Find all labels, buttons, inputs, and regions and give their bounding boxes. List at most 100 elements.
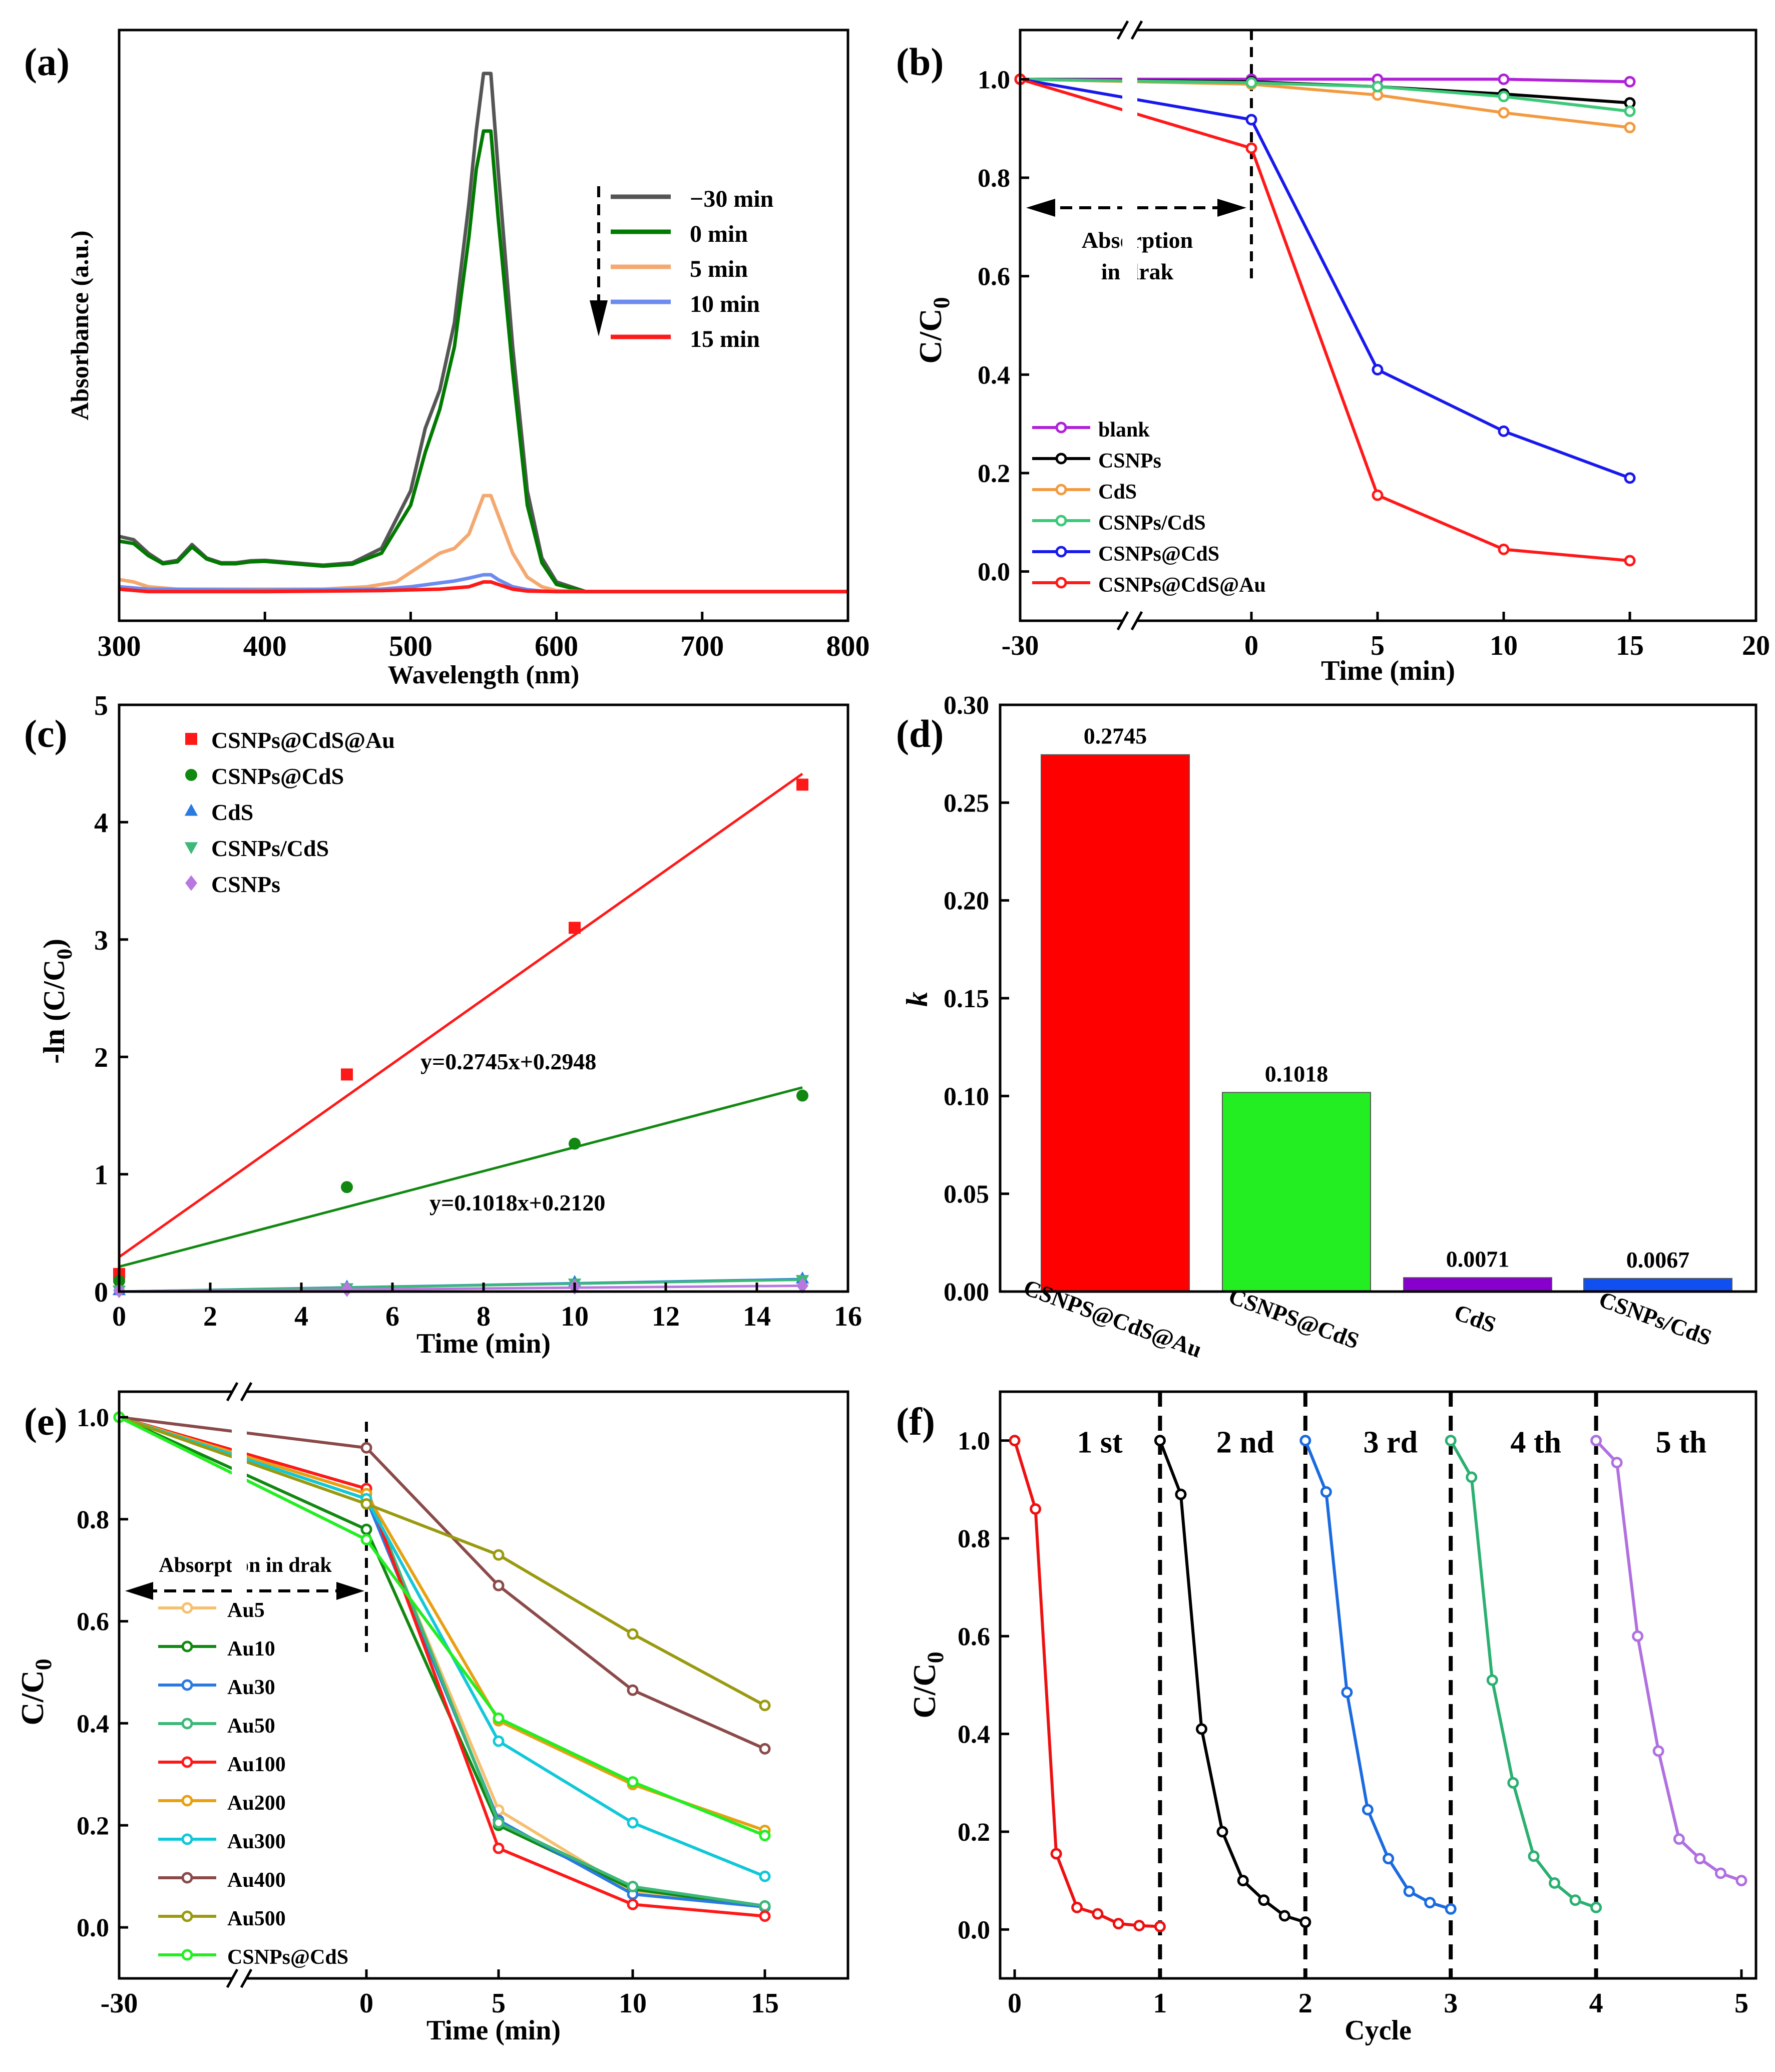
x-tick-label: 8 [477,1301,491,1332]
data-point [796,1278,808,1294]
data-point [1403,1885,1415,1897]
data-point [341,1281,353,1297]
legend-label: Au400 [227,1869,286,1892]
data-point [627,1881,639,1893]
series-line [1158,1440,1306,1924]
x-tick-label: 10 [619,1988,647,2019]
legend-marker [181,1795,193,1807]
panel-label: (e) [24,1400,68,1443]
legend-label: CSNPs@CdS [1098,543,1219,566]
data-point [1445,1435,1457,1447]
data-point [1445,1903,1457,1915]
data-point [1278,1910,1290,1922]
data-point [1154,1920,1166,1932]
x-tick-label: 1 [1153,1988,1167,2019]
y-tick-label: 0.20 [944,887,989,916]
data-point [1154,1435,1166,1447]
x-tick-label: 10 [561,1301,589,1332]
legend-marker [181,1910,193,1922]
legend-label: 10 min [690,291,760,317]
data-point [1245,114,1257,126]
axis-break-gap [1122,26,1137,625]
plot-frame [118,1390,849,1980]
bar [1583,1278,1732,1293]
data-point [1372,489,1384,501]
legend-label: CSNPs@CdS [227,1946,348,1969]
bar [1222,1092,1371,1292]
data-point [1299,1916,1311,1928]
data-point [493,1817,505,1829]
data-point [1498,543,1510,555]
legend-label: Au200 [227,1792,286,1815]
data-point [1624,472,1636,484]
y-tick-label: 0.10 [944,1082,989,1111]
data-point [569,1137,581,1150]
y-tick-label: 0.4 [978,361,1010,389]
panel-label: (d) [896,712,944,755]
data-point [1735,1875,1747,1887]
x-tick-label: 20 [1742,630,1770,661]
legend-label: blank [1098,419,1150,442]
data-point [493,1842,505,1854]
axis-break-gap [1122,618,1137,625]
fit-line [119,1086,803,1268]
x-tick-label: 14 [743,1301,771,1332]
bar [1041,754,1190,1292]
data-point [1498,425,1510,437]
data-point [1362,1804,1374,1816]
data-point [1071,1901,1083,1913]
data-point [341,1068,353,1081]
y-tick-label: 1.0 [958,1427,990,1456]
x-tick-label: 600 [535,630,578,662]
x-tick-label: 0 [1244,630,1258,661]
x-tick-label: -30 [1002,630,1039,661]
legend-label: CdS [211,799,253,825]
y-tick-label: 0.8 [77,1506,109,1534]
data-point [493,1735,505,1747]
legend-label: Au500 [227,1907,286,1930]
plot-frame [1019,29,1757,622]
x-tick-label: 700 [680,630,724,662]
data-point [627,1898,639,1910]
y-tick-label: 0.2 [958,1818,990,1847]
series-line [1449,1440,1597,1909]
y-tick-label: 0.2 [77,1812,109,1840]
y-tick-label: 0.25 [944,789,989,817]
data-point [1050,1848,1062,1860]
data-point [1341,1687,1353,1699]
data-point [1590,1901,1602,1913]
legend-label: Au50 [227,1715,275,1738]
data-point [1258,1894,1270,1906]
legend-marker [181,1833,193,1845]
legend-marker [1055,453,1067,465]
x-tick-label: 5 [1371,630,1385,661]
x-tick-label: 15 [751,1988,779,2019]
series-line [119,1416,765,1832]
cycle-label: 4 th [1510,1426,1561,1460]
legend-marker [185,875,197,891]
axis-break-gap [232,1388,247,1982]
y-tick-label: 0.00 [944,1278,989,1307]
y-tick-label: 0.30 [944,691,989,720]
data-point [627,1817,639,1829]
series-line [119,1416,765,1909]
data-point [493,1549,505,1561]
data-point [1569,1894,1581,1906]
bar-value-label: 0.2745 [1084,723,1147,749]
data-point [1372,81,1384,93]
legend-marker [1055,484,1067,496]
data-point [1498,91,1510,103]
data-point [1216,1826,1228,1838]
legend-label: Au30 [227,1676,275,1699]
data-point [1624,105,1636,117]
x-tick-label: 800 [826,630,870,662]
data-point [1466,1471,1478,1483]
legend-marker [1055,546,1067,558]
data-point [1092,1908,1104,1920]
x-tick-label: 0 [1008,1988,1022,2019]
x-tick-label: 4 [294,1301,308,1332]
y-tick-label: 0.0 [77,1914,109,1942]
data-point [1624,122,1636,134]
annotation-text: in drak [1101,259,1174,284]
x-tick-label: 10 [1490,630,1518,661]
